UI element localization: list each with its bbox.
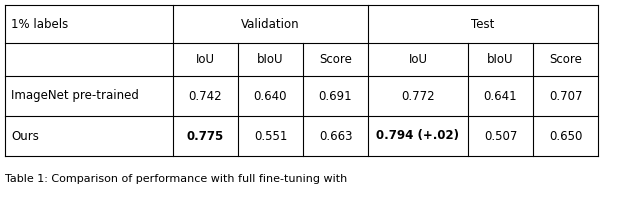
Text: Ours: Ours: [11, 130, 39, 143]
Text: Score: Score: [549, 53, 582, 66]
Text: 0.707: 0.707: [548, 90, 582, 103]
Text: 0.691: 0.691: [319, 90, 352, 103]
Text: Test: Test: [471, 18, 495, 31]
Text: 0.551: 0.551: [254, 130, 287, 143]
Text: 0.641: 0.641: [484, 90, 517, 103]
Text: bIoU: bIoU: [487, 53, 514, 66]
Text: 1% labels: 1% labels: [11, 18, 68, 31]
Text: 0.772: 0.772: [401, 90, 435, 103]
Text: bIoU: bIoU: [257, 53, 284, 66]
Text: 0.794 (+.02): 0.794 (+.02): [376, 130, 460, 143]
Text: 0.507: 0.507: [484, 130, 517, 143]
Text: Score: Score: [319, 53, 352, 66]
Text: Table 1: Comparison of performance with full fine-tuning with: Table 1: Comparison of performance with …: [5, 174, 348, 184]
Text: IoU: IoU: [408, 53, 428, 66]
Text: Validation: Validation: [241, 18, 300, 31]
Text: 0.640: 0.640: [253, 90, 287, 103]
Text: 0.663: 0.663: [319, 130, 352, 143]
Text: IoU: IoU: [196, 53, 215, 66]
Text: ImageNet pre-trained: ImageNet pre-trained: [11, 90, 139, 103]
Text: 0.775: 0.775: [187, 130, 224, 143]
Text: 0.650: 0.650: [549, 130, 582, 143]
Text: 0.742: 0.742: [189, 90, 222, 103]
